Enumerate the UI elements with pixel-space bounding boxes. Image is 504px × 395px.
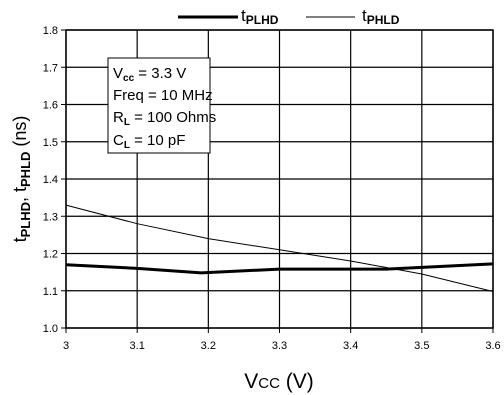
conditions-box: Vcc = 3.3 V Freq = 10 MHz RL = 100 Ohms … xyxy=(107,57,216,154)
x-axis-label: VCC (V) xyxy=(244,370,314,393)
x-tick-label: 3 xyxy=(63,340,69,352)
x-axis-ticks: 3 3.1 3.2 3.3 3.4 3.5 3.6 xyxy=(63,328,501,352)
condition-vcc: Vcc = 3.3 V xyxy=(113,65,186,84)
series-tphld-line xyxy=(65,204,494,292)
y-tick-label: 1.6 xyxy=(43,100,58,112)
conditions-box-frame xyxy=(107,57,211,154)
condition-rl: RL = 100 Ohms xyxy=(113,109,216,128)
x-tick-label: 3.4 xyxy=(343,340,358,352)
condition-freq: Freq = 10 MHz xyxy=(113,87,213,104)
legend: tPLHD tPHLD xyxy=(178,6,400,27)
x-tick-label: 3.1 xyxy=(130,340,145,352)
y-tick-label: 1.1 xyxy=(43,286,58,298)
y-tick-label: 1.0 xyxy=(43,323,58,335)
y-axis-label: tPLHD, tPHLD (ns) xyxy=(10,116,33,243)
legend-label-tphld: tPHLD xyxy=(362,6,400,27)
y-tick-label: 1.3 xyxy=(43,211,58,223)
x-tick-label: 3.6 xyxy=(485,340,500,352)
y-tick-label: 1.5 xyxy=(43,137,58,149)
y-tick-label: 1.7 xyxy=(43,62,58,74)
series-tplhd-line xyxy=(65,262,494,275)
x-tick-label: 3.3 xyxy=(272,340,287,352)
condition-cl: CL = 10 pF xyxy=(113,132,185,151)
y-tick-label: 1.2 xyxy=(43,249,58,261)
y-tick-label: 1.8 xyxy=(43,25,58,37)
legend-label-tplhd: tPLHD xyxy=(241,6,279,27)
x-tick-label: 3.2 xyxy=(201,340,216,352)
x-tick-label: 3.5 xyxy=(414,340,429,352)
y-axis-ticks: 1.0 1.1 1.2 1.3 1.4 1.5 1.6 1.7 1.8 xyxy=(43,25,66,335)
y-tick-label: 1.4 xyxy=(43,174,58,186)
